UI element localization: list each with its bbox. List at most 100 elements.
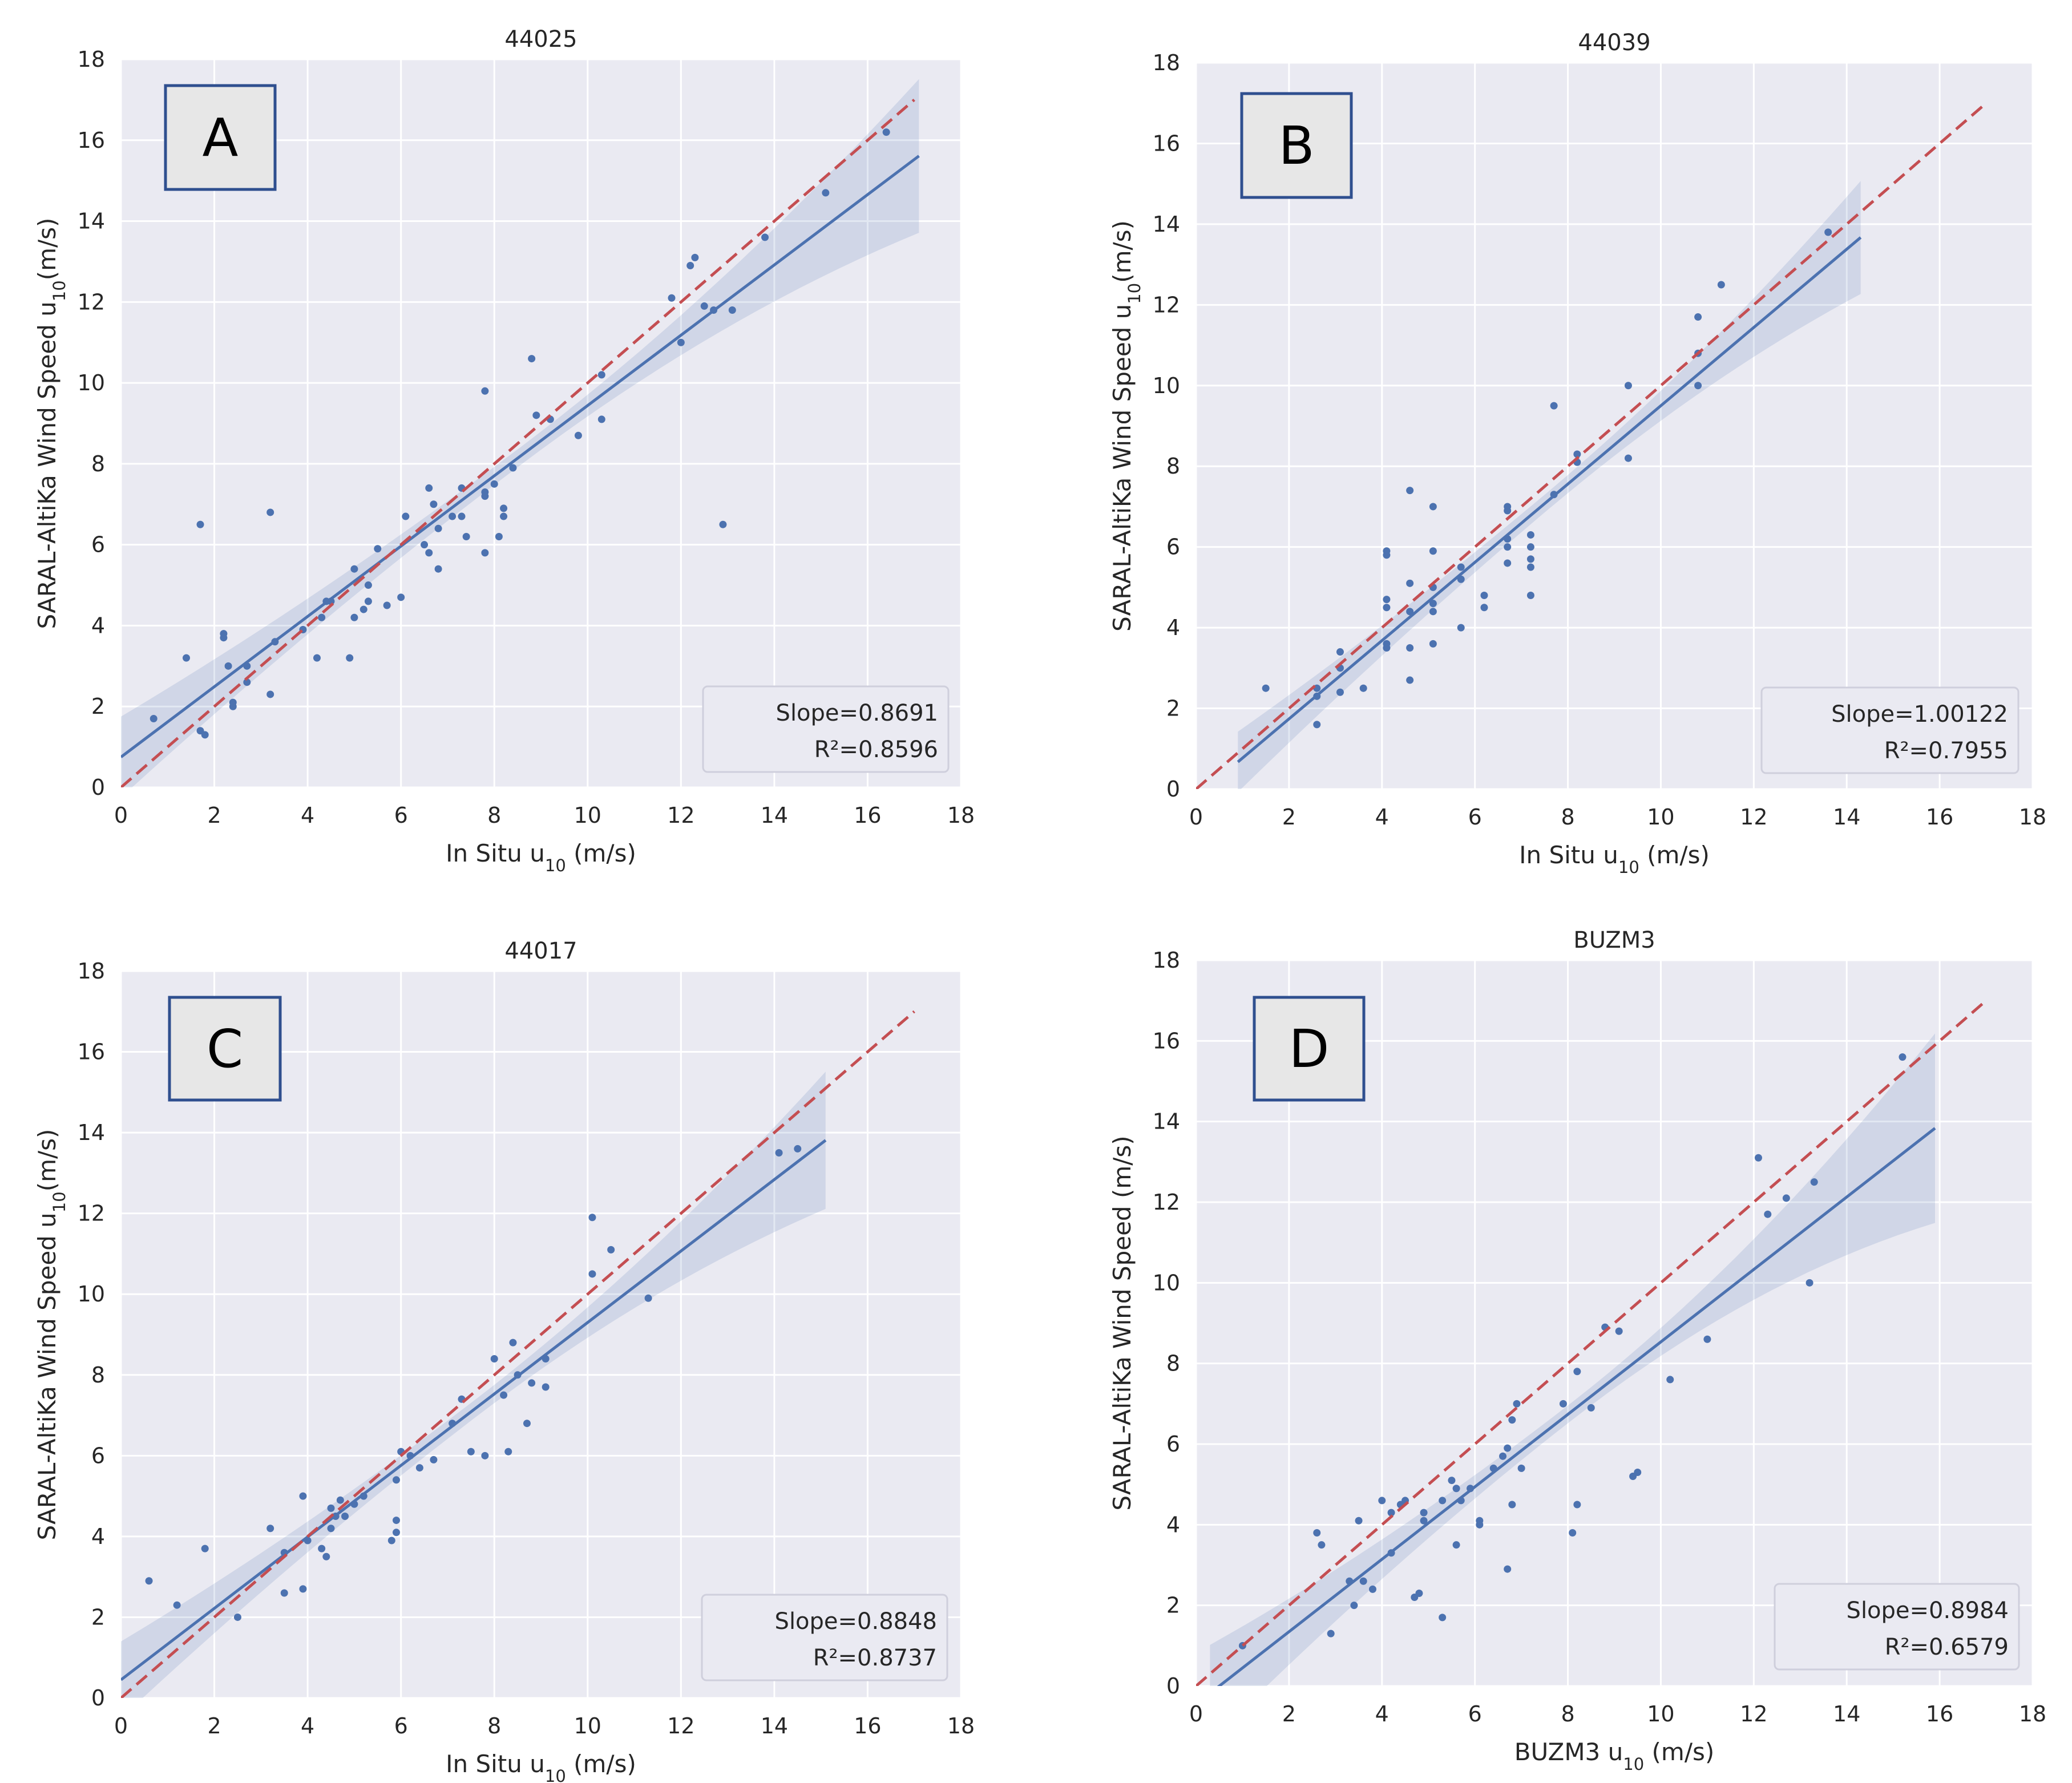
y-tick-label: 8 — [1166, 454, 1180, 479]
data-point — [1526, 531, 1534, 539]
x-tick-label: 10 — [574, 1713, 601, 1738]
data-point — [313, 654, 321, 662]
data-point — [691, 253, 699, 261]
confidence-band — [1210, 1033, 1935, 1686]
data-point — [761, 233, 769, 241]
x-tick-label: 10 — [1647, 1701, 1674, 1727]
y-axis-label: SARAL-AltiKa Wind Speed u10(m/s) — [33, 218, 69, 629]
data-point — [1383, 551, 1391, 559]
data-point — [597, 371, 605, 379]
plot-content — [121, 79, 920, 787]
y-tick-label: 18 — [1153, 948, 1180, 973]
data-point — [1526, 555, 1534, 563]
x-tick-label: 8 — [1561, 804, 1574, 830]
y-tick-label: 12 — [1153, 292, 1180, 317]
data-point — [1350, 1602, 1358, 1610]
data-point — [495, 532, 503, 540]
data-point — [481, 1452, 489, 1459]
data-point — [387, 1537, 395, 1545]
data-point — [1666, 1376, 1674, 1384]
data-point — [1452, 1485, 1460, 1493]
data-point — [1448, 1477, 1456, 1485]
data-point — [588, 1214, 596, 1222]
x-tick-label: 0 — [114, 803, 128, 828]
data-point — [1508, 1416, 1516, 1424]
x-tick-label: 4 — [1375, 1701, 1389, 1727]
x-tick-label: 8 — [1561, 1701, 1574, 1727]
data-point — [532, 411, 540, 419]
data-point — [327, 1504, 335, 1512]
data-point — [392, 1517, 400, 1525]
data-point — [233, 1613, 241, 1621]
x-tick-label: 12 — [1740, 1701, 1767, 1727]
data-point — [383, 601, 391, 609]
data-point — [220, 634, 228, 642]
y-tick-label: 12 — [78, 1201, 105, 1226]
y-axis-label: SARAL-AltiKa Wind Speed (m/s) — [1108, 1135, 1136, 1510]
data-point — [728, 306, 736, 314]
panel-label: A — [203, 107, 239, 168]
data-point — [644, 1294, 652, 1302]
data-point — [1899, 1053, 1907, 1061]
data-point — [430, 500, 438, 508]
chart-title: 44039 — [1578, 30, 1650, 56]
data-point — [1634, 1468, 1642, 1476]
y-tick-label: 6 — [1166, 1432, 1180, 1457]
data-point — [1387, 1509, 1395, 1517]
data-point — [196, 520, 204, 528]
x-tick-label: 16 — [1926, 1701, 1953, 1727]
chart-title: 44017 — [504, 938, 577, 964]
data-point — [434, 524, 442, 532]
data-point — [597, 415, 605, 423]
data-point — [1368, 1585, 1376, 1593]
data-point — [1624, 454, 1632, 462]
data-point — [280, 1589, 288, 1597]
data-point — [1406, 608, 1414, 616]
x-axis-label: BUZM3 u10 (m/s) — [1514, 1738, 1715, 1774]
y-tick-label: 2 — [91, 694, 105, 719]
data-point — [1615, 1327, 1623, 1335]
data-point — [1526, 592, 1534, 600]
data-point — [1429, 640, 1437, 648]
data-point — [1573, 1501, 1581, 1509]
x-tick-label: 16 — [1926, 804, 1953, 830]
x-tick-label: 4 — [301, 1713, 314, 1738]
y-tick-label: 0 — [91, 775, 105, 800]
r-squared-text: R²=0.8596 — [814, 737, 938, 763]
data-point — [425, 549, 433, 557]
x-tick-label: 0 — [1189, 804, 1203, 830]
data-point — [1694, 382, 1702, 390]
y-tick-label: 12 — [78, 289, 105, 314]
x-tick-label: 4 — [1375, 804, 1389, 830]
data-point — [1550, 402, 1558, 410]
confidence-band — [121, 79, 919, 787]
data-point — [374, 545, 382, 553]
data-point — [822, 189, 830, 197]
data-point — [243, 678, 251, 686]
data-point — [392, 1529, 400, 1537]
data-point — [182, 654, 190, 662]
data-point — [668, 294, 676, 302]
x-axis-label: In Situ u10 (m/s) — [446, 1750, 636, 1783]
y-tick-label: 10 — [1153, 1270, 1180, 1295]
x-tick-label: 2 — [207, 803, 221, 828]
plot-content — [1196, 999, 1988, 1686]
slope-text: Slope=0.8984 — [1847, 1598, 2009, 1624]
data-point — [462, 532, 470, 540]
data-point — [1406, 487, 1414, 495]
data-point — [1504, 507, 1512, 515]
data-point — [392, 1476, 400, 1484]
data-point — [1573, 450, 1581, 458]
data-point — [1415, 1589, 1423, 1597]
data-point — [1313, 1529, 1321, 1537]
data-point — [229, 702, 237, 710]
x-tick-label: 14 — [1833, 804, 1860, 830]
data-point — [434, 565, 442, 573]
data-point — [150, 714, 157, 722]
data-point — [346, 654, 354, 662]
stats-legend — [702, 685, 950, 773]
data-point — [1420, 1517, 1428, 1525]
y-tick-label: 14 — [1153, 1109, 1180, 1134]
panel-label: D — [1289, 1018, 1330, 1079]
